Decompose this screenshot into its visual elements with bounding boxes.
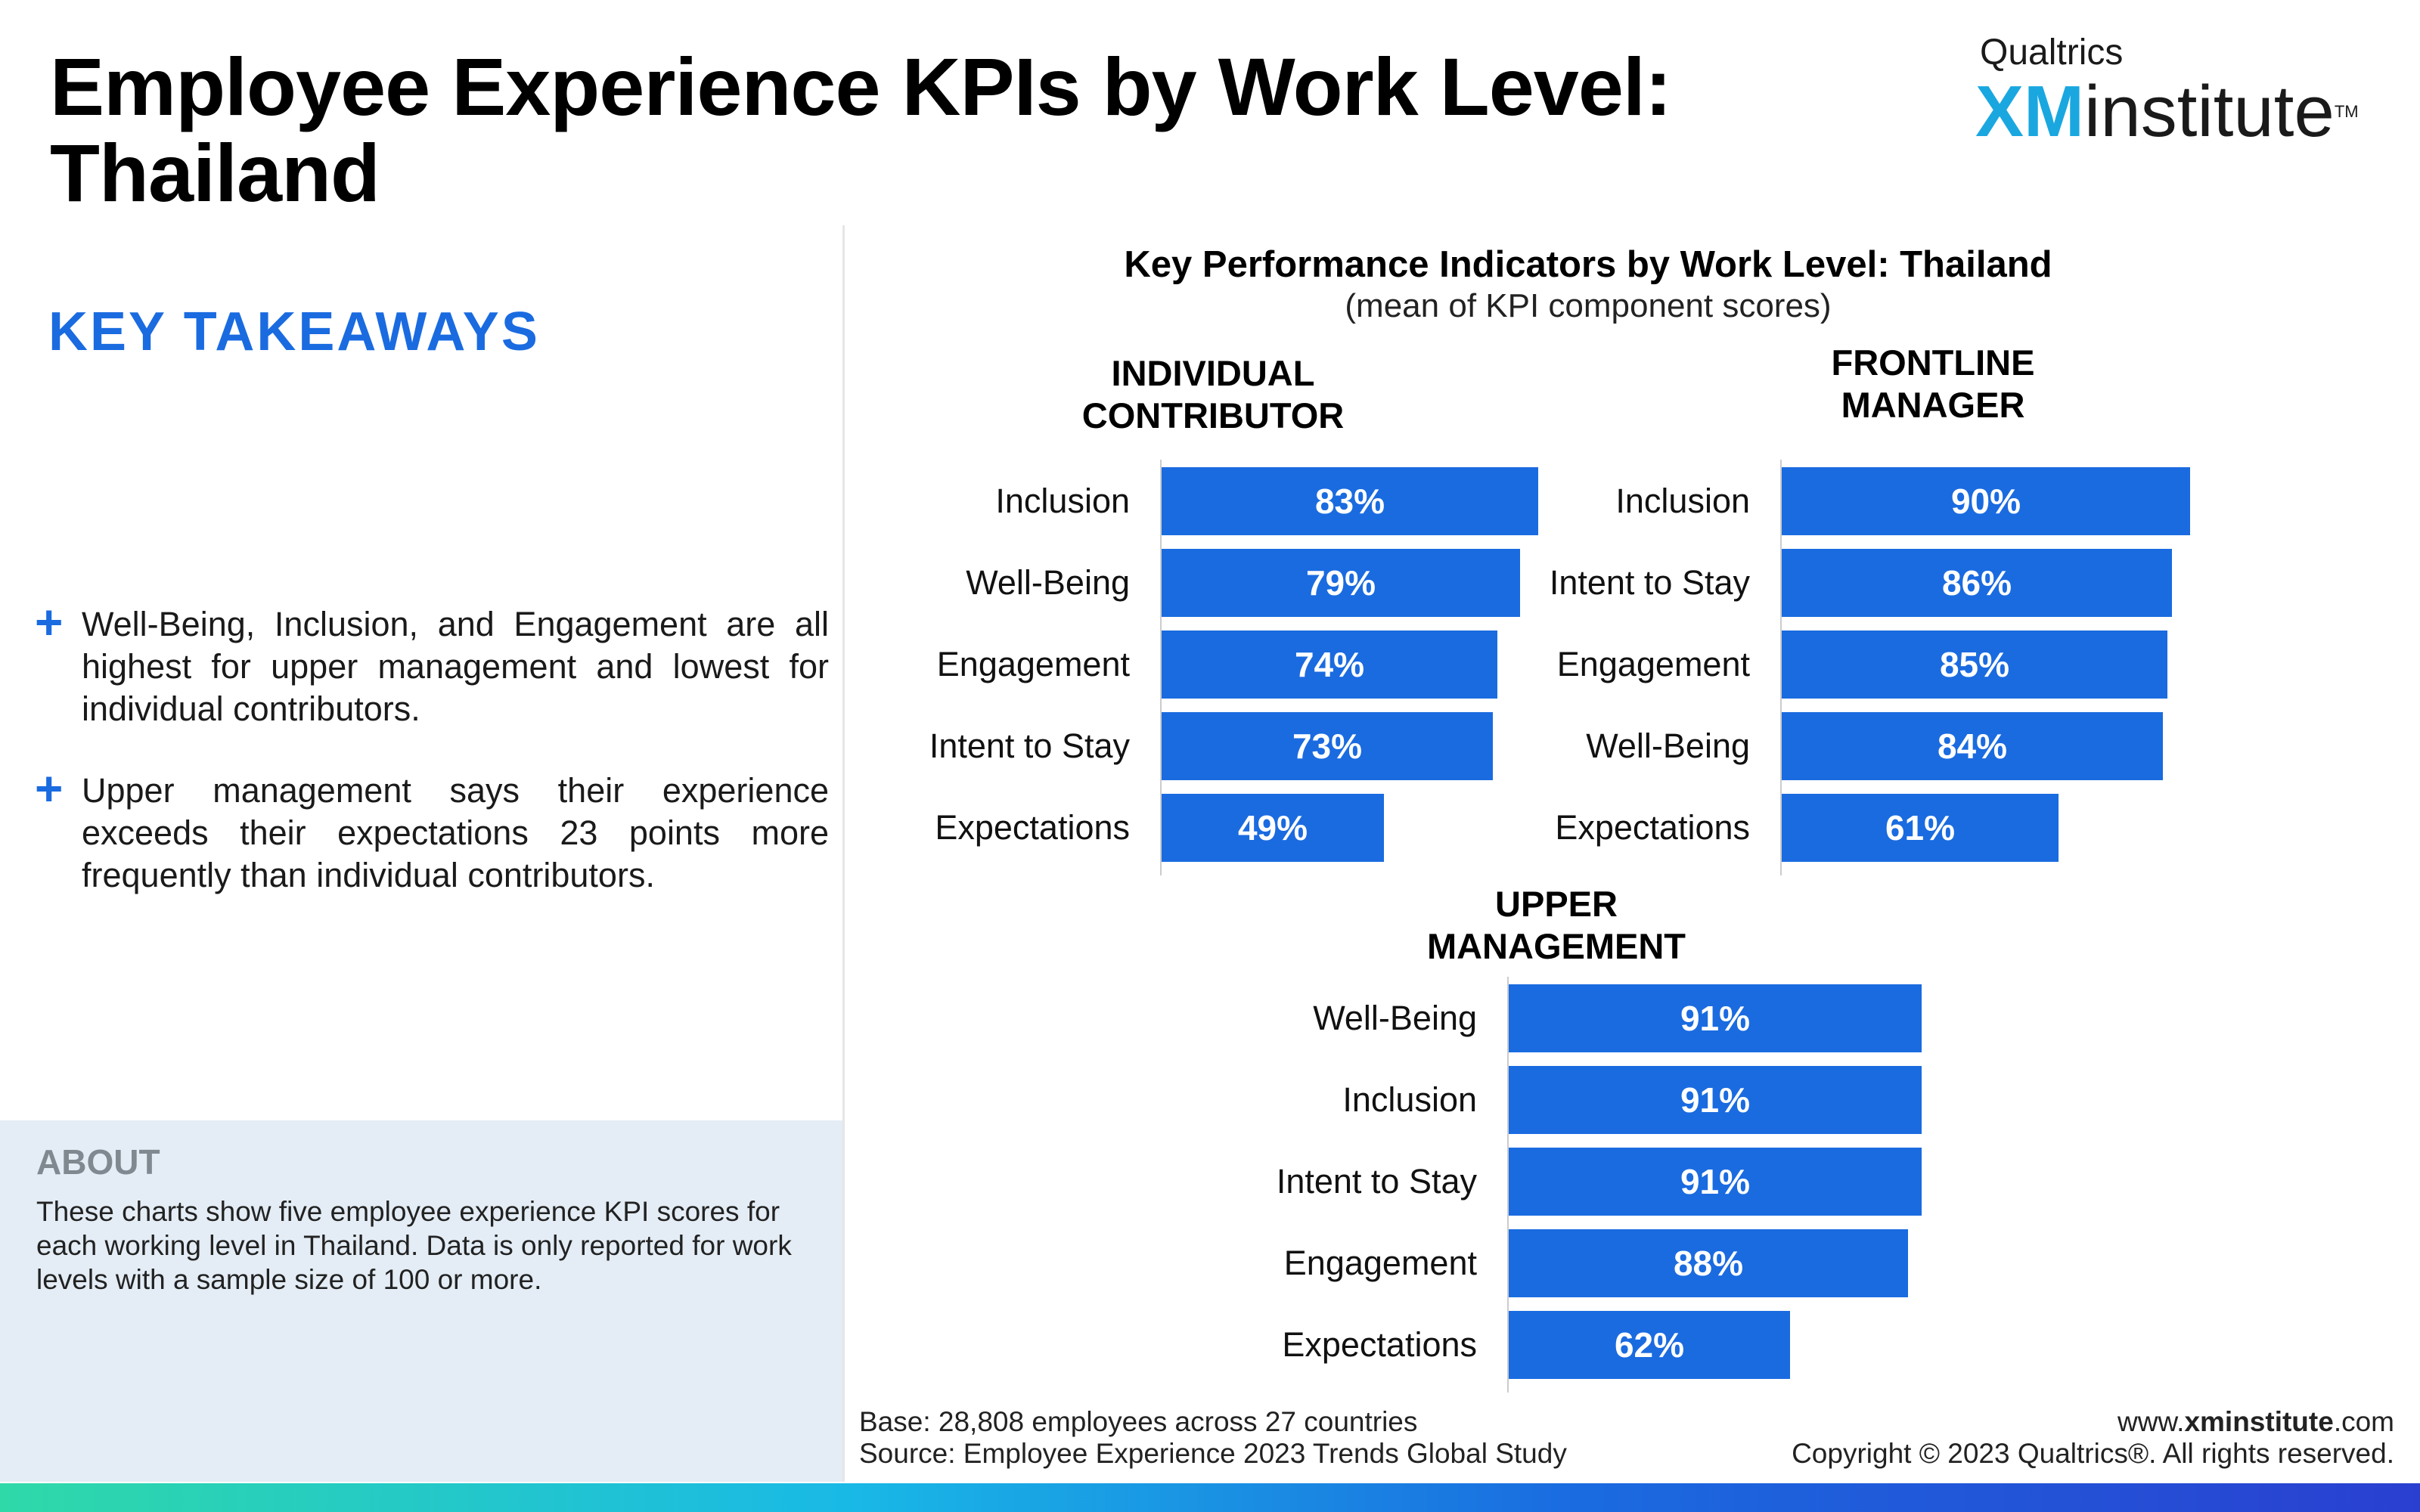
bar (1782, 712, 2163, 780)
category-label: Inclusion (995, 482, 1130, 520)
panel-title-line-2: CONTRIBUTOR (1081, 395, 1345, 435)
panel-title: INDIVIDUAL CONTRIBUTOR (911, 352, 1516, 437)
footer-notes: Base: 28,808 employees across 27 countri… (859, 1406, 1567, 1470)
category-label: Expectations (935, 808, 1130, 847)
category-label: Engagement (1556, 645, 1750, 683)
page-title: Employee Experience KPIs by Work Level: … (50, 44, 1789, 216)
about-heading: ABOUT (36, 1142, 160, 1182)
data-label: 49% (1237, 808, 1308, 847)
bar (1509, 1148, 1922, 1216)
bar (1509, 984, 1922, 1052)
category-axis (1507, 977, 1509, 1393)
data-label: 79% (1305, 563, 1376, 603)
data-label: 61% (1885, 808, 1956, 847)
category-label: Expectations (1555, 808, 1750, 847)
website-name: xminstitute (2184, 1406, 2334, 1437)
bar (1782, 631, 2167, 699)
plus-icon: + (35, 761, 64, 816)
data-label: 86% (1941, 563, 2012, 603)
chart-title: Key Performance Indicators by Work Level… (1124, 244, 2052, 285)
category-label: Engagement (936, 645, 1130, 683)
data-label: 83% (1314, 482, 1385, 521)
data-label: 90% (1950, 482, 2021, 521)
plus-icon: + (35, 595, 64, 649)
bar (1509, 1311, 1790, 1379)
brand-trademark: TM (2334, 102, 2359, 121)
panel-title-line-2: MANAGEMENT (1426, 926, 1686, 966)
gradient-footer-bar (0, 1483, 2420, 1512)
brand-institute: institute (2084, 71, 2335, 152)
bar (1782, 794, 2059, 862)
bar (1162, 712, 1493, 780)
website-suffix: .com (2333, 1406, 2394, 1437)
panel-title-line-1: FRONTLINE (1831, 342, 2035, 383)
brand-xm: XM (1975, 71, 2084, 152)
category-label: Intent to Stay (929, 727, 1130, 765)
bar (1782, 549, 2172, 617)
data-label: 74% (1294, 645, 1365, 684)
brand-wordmark: XMinstituteTM (1975, 74, 2359, 150)
category-label: Well-Being (1586, 727, 1750, 765)
category-label: Inclusion (1615, 482, 1750, 520)
website-link[interactable]: www.xminstitute.com (1792, 1406, 2394, 1438)
about-panel (0, 1120, 842, 1482)
data-label: 84% (1937, 727, 2008, 766)
key-takeaways-heading: KEY TAKEAWAYS (48, 302, 540, 362)
panel-title-line-1: INDIVIDUAL (1111, 353, 1315, 393)
takeaway-text: Upper management says their experience e… (82, 771, 829, 894)
chart-subtitle: (mean of KPI component scores) (1345, 287, 1832, 324)
column-divider (842, 225, 845, 1482)
data-label: 91% (1680, 999, 1751, 1038)
bar (1162, 549, 1520, 617)
source-note: Source: Employee Experience 2023 Trends … (859, 1438, 1567, 1469)
panel-title: UPPER MANAGEMENT (1254, 883, 1859, 968)
brand-logo: Qualtrics XMinstituteTM (1975, 29, 2369, 150)
category-axis (1780, 460, 1782, 875)
brand-company: Qualtrics (1980, 33, 2124, 73)
category-label: Engagement (1283, 1244, 1477, 1282)
bar (1509, 1229, 1908, 1297)
category-label: Intent to Stay (1549, 563, 1750, 602)
data-label: 73% (1292, 727, 1363, 766)
panel-title-line-2: MANAGER (1841, 385, 2025, 425)
base-note: Base: 28,808 employees across 27 countri… (859, 1406, 1418, 1437)
about-text: These charts show five employee experien… (36, 1196, 792, 1295)
data-label: 91% (1680, 1080, 1751, 1120)
data-label: 91% (1680, 1162, 1751, 1201)
copyright-text: Copyright © 2023 Qualtrics®. All rights … (1792, 1438, 2394, 1469)
bar (1509, 1066, 1922, 1134)
website-prefix: www. (2118, 1406, 2185, 1437)
category-axis (1160, 460, 1162, 875)
category-label: Well-Being (1313, 999, 1477, 1037)
panel-title-line-1: UPPER (1495, 884, 1618, 924)
takeaway-text: Well-Being, Inclusion, and Engagement ar… (82, 605, 829, 728)
bar (1162, 794, 1384, 862)
data-label: 88% (1673, 1244, 1744, 1283)
page-title-line-2: Thailand (50, 127, 380, 218)
category-label: Well-Being (966, 563, 1130, 602)
data-label: 85% (1939, 645, 2010, 684)
category-label: Expectations (1282, 1325, 1477, 1364)
panel-title: FRONTLINE MANAGER (1630, 342, 2235, 426)
category-label: Inclusion (1342, 1080, 1477, 1119)
bar (1162, 631, 1497, 699)
bar (1162, 467, 1538, 535)
page-title-line-1: Employee Experience KPIs by Work Level: (50, 41, 1672, 132)
footer-copyright-block: www.xminstitute.com Copyright © 2023 Qua… (1792, 1406, 2394, 1470)
bar (1782, 467, 2190, 535)
category-label: Intent to Stay (1276, 1162, 1477, 1201)
data-label: 62% (1614, 1325, 1685, 1365)
